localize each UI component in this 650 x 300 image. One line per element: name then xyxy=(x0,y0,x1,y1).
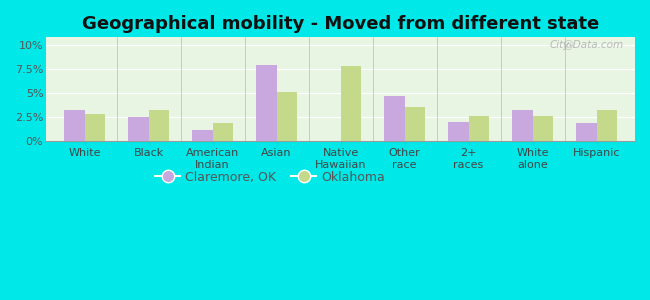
Bar xyxy=(341,66,361,141)
Bar xyxy=(128,117,149,141)
Bar xyxy=(512,110,532,141)
Bar xyxy=(276,92,297,141)
Title: Geographical mobility - Moved from different state: Geographical mobility - Moved from diffe… xyxy=(82,15,599,33)
Text: City-Data.com: City-Data.com xyxy=(549,40,623,50)
Text: @: @ xyxy=(562,40,573,50)
Bar xyxy=(404,106,425,141)
Bar xyxy=(84,114,105,141)
Bar xyxy=(384,96,404,141)
Bar xyxy=(256,65,276,141)
Bar xyxy=(213,123,233,141)
Bar xyxy=(532,116,553,141)
Bar xyxy=(469,116,489,141)
Bar xyxy=(576,123,597,141)
Bar xyxy=(149,110,169,141)
Bar xyxy=(192,130,213,141)
Bar xyxy=(597,110,617,141)
Bar xyxy=(448,122,469,141)
Bar xyxy=(64,110,84,141)
Legend: Claremore, OK, Oklahoma: Claremore, OK, Oklahoma xyxy=(150,166,390,189)
